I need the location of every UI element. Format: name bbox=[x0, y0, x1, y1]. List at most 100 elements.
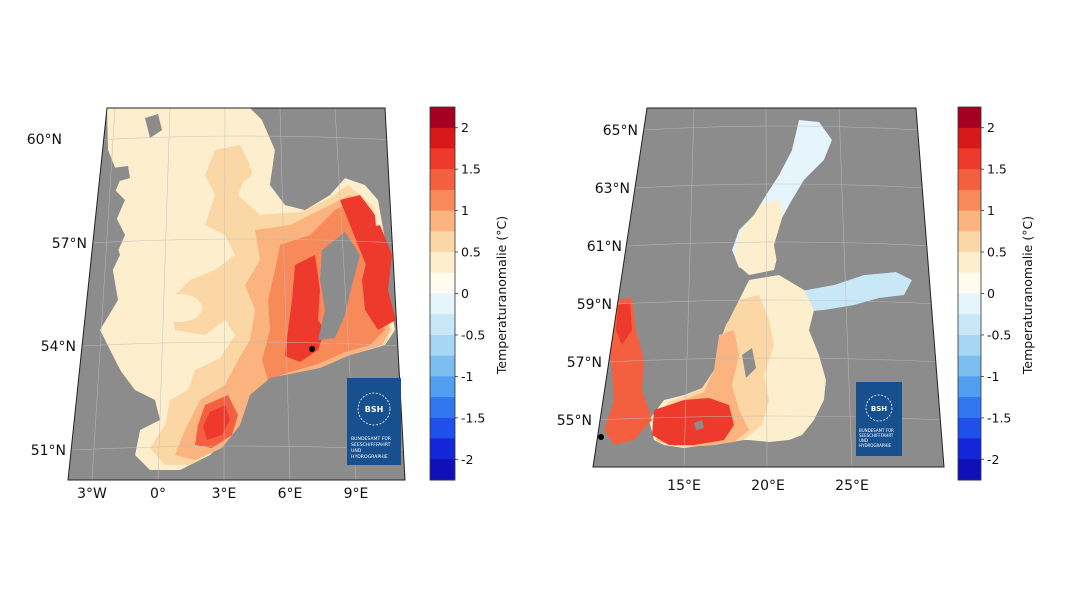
lat-label: 55°N bbox=[557, 413, 592, 429]
colorbar-bin bbox=[430, 438, 455, 460]
norway bbox=[255, 108, 405, 210]
lat-label: 63°N bbox=[595, 181, 630, 197]
lat-label: 60°N bbox=[27, 132, 62, 148]
anomaly-band-1-5 bbox=[285, 255, 325, 362]
colorbar-tick-label: -1 bbox=[461, 369, 473, 384]
colorbar-bin bbox=[958, 355, 981, 377]
lon-label: 6°E bbox=[278, 486, 303, 502]
sweden bbox=[632, 130, 792, 400]
colorbar-bin bbox=[430, 272, 455, 294]
colorbar-bin bbox=[430, 189, 455, 212]
north-sea-map-panel: BSH BUNDESAMT FÜR SEESCHIFFFAHRT UND HYD… bbox=[27, 106, 509, 502]
lon-label: 25°E bbox=[835, 478, 869, 494]
kattegat-core bbox=[616, 303, 632, 345]
colorbar-bin bbox=[958, 417, 981, 440]
colorbar-tick-label: 2 bbox=[987, 120, 995, 135]
colorbar-bin bbox=[958, 334, 981, 357]
svg-text:SEESCHIFFFAHRT: SEESCHIFFFAHRT bbox=[351, 442, 391, 448]
colorbar-bin bbox=[430, 376, 455, 398]
kattegat-skagerrak bbox=[604, 298, 652, 445]
colorbar-bin bbox=[430, 107, 455, 129]
lon-label: 15°E bbox=[667, 478, 701, 494]
lon-label: 20°E bbox=[751, 478, 785, 494]
lat-label: 61°N bbox=[587, 239, 622, 255]
colorbar-tick-label: 0 bbox=[461, 286, 469, 301]
gotland-island bbox=[742, 348, 756, 378]
map-frame bbox=[67, 107, 406, 481]
colorbar-tick-label: 0.5 bbox=[461, 245, 481, 260]
svg-text:UND: UND bbox=[351, 448, 362, 454]
germany-poland bbox=[594, 440, 804, 467]
bornholm-island bbox=[694, 420, 704, 430]
colorbar-bin bbox=[958, 314, 981, 336]
colorbar-bin bbox=[958, 231, 981, 253]
baltic-red-core bbox=[652, 398, 734, 445]
svg-text:BUNDESAMT FÜR: BUNDESAMT FÜR bbox=[859, 428, 894, 433]
colorbar-tick-label: 2 bbox=[461, 120, 469, 135]
colorbar-bin bbox=[430, 417, 455, 440]
colorbar-bin bbox=[430, 148, 455, 170]
colorbar-bin bbox=[958, 397, 981, 419]
anomaly-band-1-75-channel bbox=[203, 405, 230, 440]
colorbar-tick-label: -1.5 bbox=[987, 410, 1011, 425]
lon-label: 3°W bbox=[77, 486, 107, 502]
finland bbox=[774, 130, 944, 285]
lat-label: 57°N bbox=[52, 236, 87, 252]
lat-label: 54°N bbox=[41, 339, 76, 355]
colorbar-bin bbox=[958, 127, 981, 149]
lat-label: 65°N bbox=[603, 123, 638, 139]
colorbar-bin bbox=[430, 355, 455, 377]
colorbar-tick-label: 0 bbox=[987, 286, 995, 301]
shetland-islands bbox=[145, 114, 162, 138]
colorbar-bin bbox=[430, 252, 455, 274]
colorbar-title: Temperaturanomalie (°C) bbox=[1020, 216, 1035, 375]
bothnian-sea bbox=[734, 200, 784, 275]
svg-text:BUNDESAMT FÜR: BUNDESAMT FÜR bbox=[351, 435, 392, 442]
colorbar-bin bbox=[430, 127, 455, 149]
colorbar-tick-label: -2 bbox=[987, 452, 999, 467]
colorbar-bin bbox=[958, 189, 981, 212]
lat-label: 59°N bbox=[577, 297, 612, 313]
bsh-logo: BSH BUNDESAMT FÜR SEESCHIFFFAHRT UND HYD… bbox=[347, 378, 401, 465]
danish-straits bbox=[360, 225, 396, 330]
colorbar-tick-label: -2 bbox=[461, 452, 473, 467]
baltic-sea-map bbox=[593, 108, 944, 467]
colorbar-tick-label: 1 bbox=[987, 203, 995, 218]
colorbar-tick-label: -0.5 bbox=[987, 327, 1011, 342]
colorbar-tick-label: -0.5 bbox=[461, 327, 485, 342]
map-frame bbox=[592, 107, 945, 468]
orkney-islands bbox=[112, 166, 130, 182]
colorbar-bin bbox=[958, 438, 981, 460]
colorbar-bin bbox=[958, 459, 981, 481]
colorbar-tick-label: 1.5 bbox=[987, 162, 1007, 177]
svg-text:BSH: BSH bbox=[871, 405, 887, 413]
svg-text:BSH: BSH bbox=[365, 405, 384, 414]
colorbar-baltic-sea: 2 1.5 1 0.5 0 -0.5 -1 -1.5 -2 bbox=[957, 106, 1011, 481]
warm-patch bbox=[220, 162, 252, 182]
svg-text:UND: UND bbox=[859, 438, 868, 443]
colorbar-tick-label: 1 bbox=[461, 203, 469, 218]
lat-label: 57°N bbox=[567, 355, 602, 371]
colorbar-bin bbox=[958, 376, 981, 398]
station-marker bbox=[309, 346, 315, 352]
colorbar-bin bbox=[430, 293, 455, 315]
colorbar-north-sea: 2 1.5 1 0.5 0 -0.5 -1 -1.5 -2 bbox=[429, 106, 485, 481]
colorbar-tick-label: 1.5 bbox=[461, 162, 481, 177]
colorbar-bin bbox=[430, 459, 455, 481]
colorbar-tick-label: -1 bbox=[987, 369, 999, 384]
lon-label: 0° bbox=[150, 486, 166, 502]
colorbar-bin bbox=[430, 334, 455, 357]
colorbar-bin bbox=[430, 314, 455, 336]
colorbar-bin bbox=[430, 169, 455, 191]
denmark bbox=[318, 232, 360, 340]
colorbar-tick-label: 0.5 bbox=[987, 245, 1007, 260]
station-marker bbox=[598, 434, 604, 440]
svg-text:SEESCHIFFFAHRT: SEESCHIFFFAHRT bbox=[859, 433, 894, 438]
baltic-sea-map-panel: BSH BUNDESAMT FÜR SEESCHIFFFAHRT UND HYD… bbox=[557, 106, 1035, 494]
colorbar-tick-label: -1.5 bbox=[461, 410, 485, 425]
lon-label: 3°E bbox=[212, 486, 237, 502]
svg-text:HYDROGRAPHIE: HYDROGRAPHIE bbox=[351, 454, 388, 460]
colorbar-bin bbox=[958, 272, 981, 294]
colorbar-title: Temperaturanomalie (°C) bbox=[494, 216, 509, 375]
colorbar-bin bbox=[430, 397, 455, 419]
